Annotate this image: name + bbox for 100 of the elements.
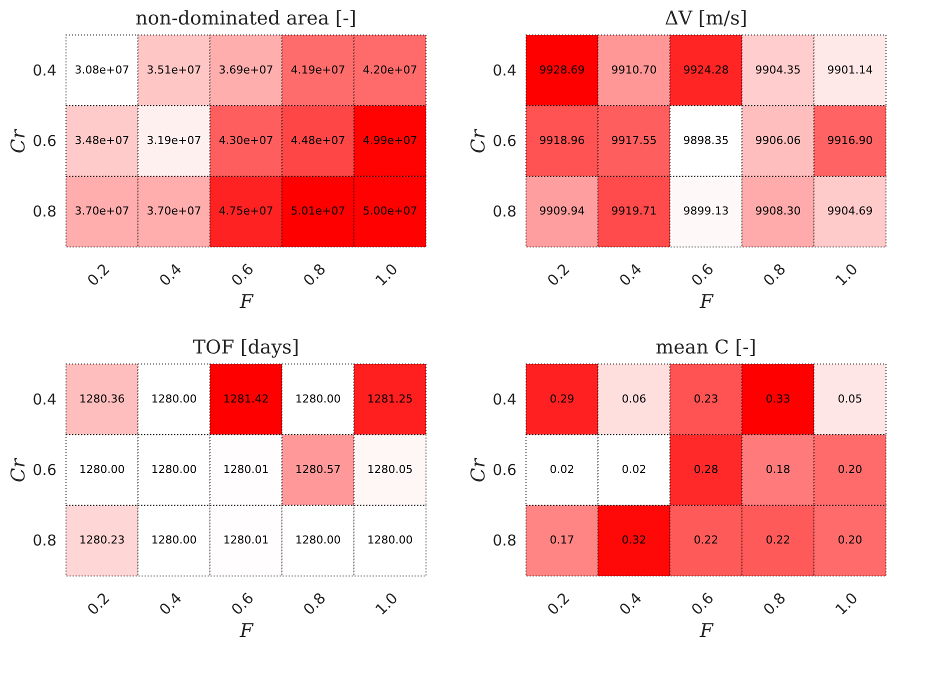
data-label: 1280.00 [151, 392, 197, 406]
data-label: 3.48e+07 [74, 134, 130, 147]
data-label: 1280.05 [367, 463, 413, 476]
x-tick-label: 0.6 [688, 589, 718, 619]
x-tick-label: 0.6 [228, 260, 258, 290]
x-tick-label: 0.2 [84, 589, 114, 619]
data-label: 9919.71 [611, 204, 657, 218]
data-label: 4.99e+07 [362, 134, 418, 147]
data-label: 4.75e+07 [218, 204, 274, 218]
data-label: 1280.36 [79, 392, 125, 406]
data-label: 0.32 [622, 534, 646, 547]
x-tick-label: 0.2 [544, 260, 574, 290]
x-tick-label: 1.0 [832, 589, 862, 619]
data-label: 9928.69 [539, 63, 585, 76]
data-label: 9898.35 [683, 134, 729, 147]
data-label: 1281.42 [223, 392, 269, 406]
data-label: 0.20 [838, 463, 862, 476]
data-label: 3.51e+07 [146, 63, 202, 76]
chart-title: ΔV [m/s] [664, 8, 748, 30]
y-tick-label: 0.8 [32, 202, 56, 221]
data-label: 1280.00 [151, 463, 197, 476]
data-label: 3.70e+07 [74, 204, 130, 218]
data-label: 0.22 [694, 534, 718, 547]
y-tick-label: 0.6 [32, 461, 56, 479]
data-label: 0.20 [838, 534, 862, 547]
x-tick-label: 1.0 [372, 589, 402, 619]
data-label: 9910.70 [611, 63, 657, 76]
data-label: 1280.00 [79, 463, 125, 476]
x-tick-label: 0.8 [300, 260, 330, 290]
data-label: 3.70e+07 [146, 204, 202, 218]
data-label: 4.19e+07 [290, 63, 346, 76]
x-axis-title: F [698, 620, 714, 642]
x-tick-label: 1.0 [832, 260, 862, 290]
y-axis-title: Cr [8, 456, 30, 482]
x-tick-label: 0.8 [760, 260, 790, 290]
data-label: 9906.06 [755, 134, 801, 147]
data-label: 3.69e+07 [218, 63, 274, 76]
data-label: 0.06 [622, 392, 646, 406]
data-label: 4.48e+07 [290, 134, 346, 147]
y-tick-label: 0.4 [32, 390, 56, 408]
data-label: 1280.00 [151, 534, 197, 547]
x-tick-label: 0.6 [228, 589, 258, 619]
y-tick-label: 0.8 [492, 202, 516, 221]
data-label: 1280.00 [367, 534, 413, 547]
data-label: 5.01e+07 [290, 204, 346, 218]
x-tick-label: 1.0 [372, 260, 402, 290]
data-label: 9917.55 [611, 134, 657, 147]
data-label: 0.28 [694, 463, 718, 476]
data-label: 1280.00 [295, 392, 341, 406]
y-tick-label: 0.6 [492, 461, 516, 479]
data-label: 1280.01 [223, 463, 269, 476]
data-label: 4.30e+07 [218, 134, 274, 147]
x-tick-label: 0.4 [156, 260, 186, 290]
data-label: 9904.69 [827, 204, 873, 218]
data-label: 0.29 [550, 392, 574, 406]
chart-title: mean C [-] [656, 336, 756, 359]
x-tick-label: 0.6 [688, 260, 718, 290]
x-axis-title: F [238, 290, 254, 313]
x-axis-title: F [698, 290, 714, 313]
data-label: 9918.96 [539, 134, 585, 147]
y-axis-title: Cr [8, 128, 30, 154]
y-axis-title: Cr [468, 456, 490, 482]
y-tick-label: 0.6 [492, 132, 516, 150]
data-label: 9901.14 [827, 63, 873, 76]
data-label: 9909.94 [539, 204, 585, 218]
chart-title: non-dominated area [-] [136, 8, 356, 30]
data-label: 0.02 [550, 463, 574, 476]
x-tick-label: 0.8 [760, 589, 790, 619]
data-label: 3.08e+07 [74, 63, 130, 76]
data-label: 1281.25 [367, 392, 413, 406]
data-label: 1280.00 [295, 534, 341, 547]
data-label: 0.33 [766, 392, 790, 406]
x-tick-label: 0.2 [544, 589, 574, 619]
data-label: 0.22 [766, 534, 790, 547]
x-tick-label: 0.8 [300, 589, 330, 619]
y-tick-label: 0.4 [492, 390, 516, 408]
data-label: 4.20e+07 [362, 63, 418, 76]
data-label: 5.00e+07 [362, 204, 418, 218]
x-tick-label: 0.2 [84, 260, 114, 290]
data-label: 1280.01 [223, 534, 269, 547]
y-tick-label: 0.8 [32, 532, 56, 550]
x-axis-title: F [238, 620, 254, 642]
x-tick-label: 0.4 [616, 260, 646, 290]
y-tick-label: 0.4 [32, 61, 56, 80]
data-label: 0.17 [550, 534, 574, 547]
data-label: 9908.30 [755, 204, 801, 218]
y-tick-label: 0.4 [492, 61, 516, 80]
data-label: 1280.23 [79, 534, 125, 547]
data-label: 9904.35 [755, 63, 801, 76]
y-tick-label: 0.8 [492, 532, 516, 550]
data-label: 1280.57 [295, 463, 341, 476]
data-label: 0.23 [694, 392, 718, 406]
data-label: 9916.90 [827, 134, 873, 147]
data-label: 0.02 [622, 463, 646, 476]
data-label: 3.19e+07 [146, 134, 202, 147]
data-label: 0.18 [766, 463, 790, 476]
data-label: 9899.13 [683, 204, 729, 218]
data-label: 9924.28 [683, 63, 729, 76]
y-tick-label: 0.6 [32, 132, 56, 150]
data-label: 0.05 [838, 392, 862, 406]
